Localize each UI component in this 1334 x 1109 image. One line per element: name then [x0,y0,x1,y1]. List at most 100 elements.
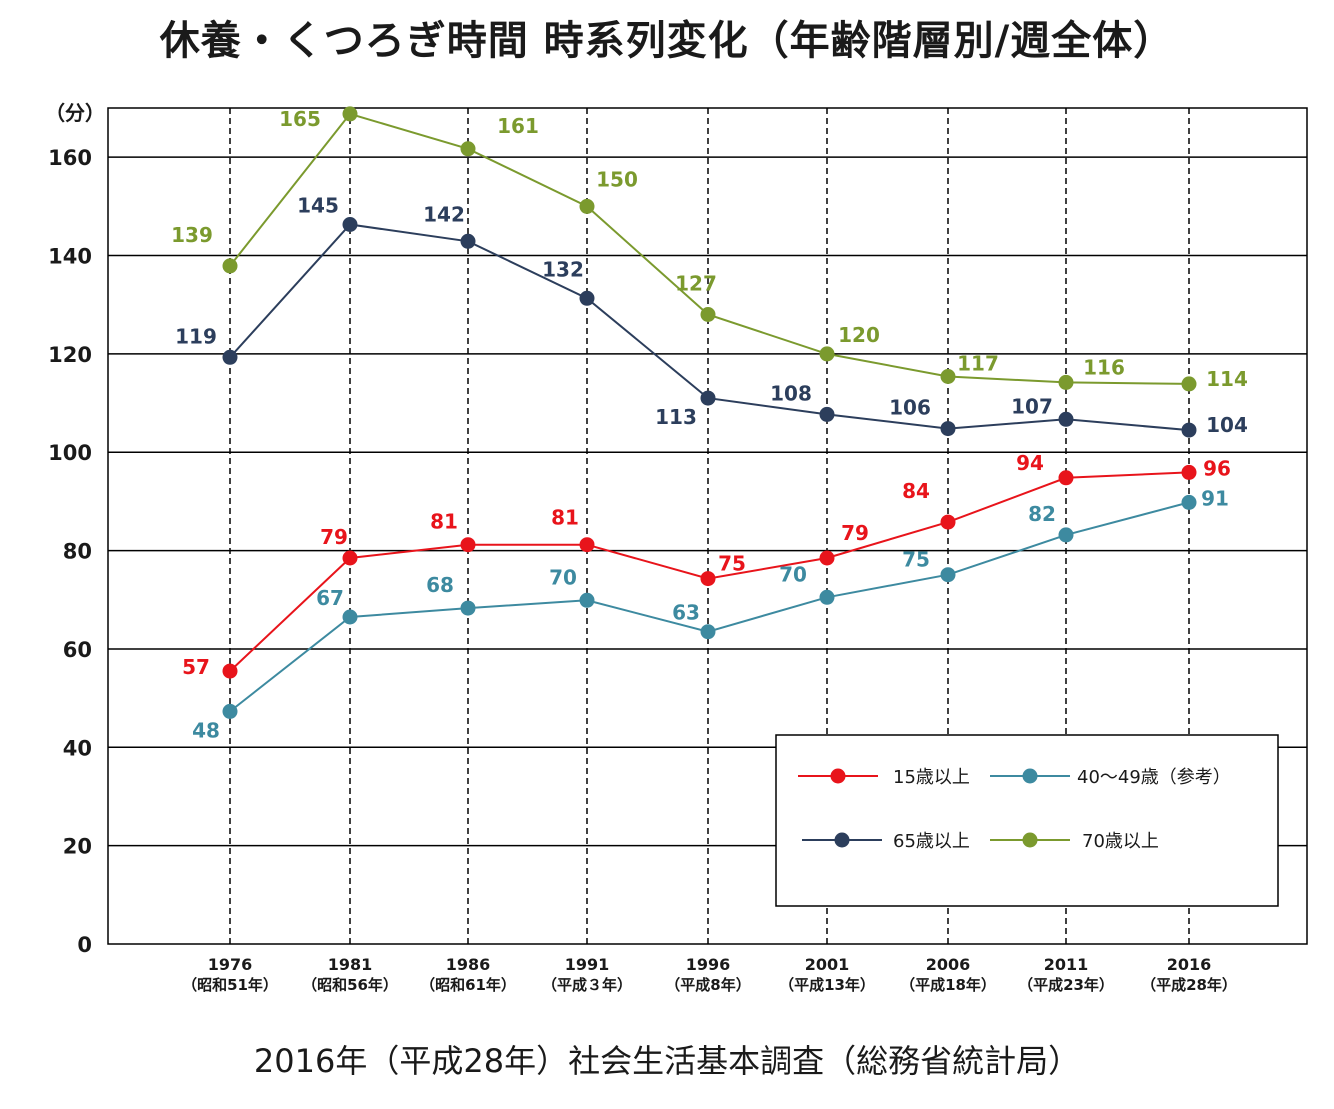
data-label: 75 [718,552,746,576]
data-point [1058,527,1074,543]
data-point [1058,411,1074,427]
data-label: 63 [672,601,700,625]
data-label: 81 [551,506,579,530]
data-point [579,537,595,553]
data-label: 113 [655,405,697,429]
data-label: 139 [171,223,213,247]
data-point [222,663,238,679]
x-tick-year-label: 1986 [446,955,491,974]
data-label: 94 [1016,451,1044,475]
series-3: 119 145 142 132 113 108 106 107 104 [175,194,1248,438]
y-tick-label: 60 [63,638,92,662]
x-tick-year-label: 2001 [805,955,850,974]
data-point [460,141,476,157]
data-point [700,307,716,322]
data-point [460,537,476,553]
x-tick-year-label: 1996 [686,955,731,974]
x-tick-era-label: （平成23年） [1018,976,1114,994]
legend-swatch-marker [1022,832,1038,848]
data-label: 67 [316,586,344,610]
x-tick-year-label: 2016 [1167,955,1212,974]
y-tick-label: 140 [48,245,92,269]
y-tick-label: 40 [63,736,92,760]
data-label: 127 [675,272,717,296]
data-point [222,258,238,274]
data-label: 106 [889,396,931,420]
data-label: 68 [426,573,454,597]
data-label: 82 [1028,502,1056,526]
x-tick-era-label: （昭和51年） [182,976,278,994]
data-point [940,421,956,437]
data-label: 57 [182,655,210,679]
x-tick-era-label: （平成３年） [542,976,632,994]
data-point [700,390,716,406]
data-point [819,406,835,422]
y-axis: 0 20 40 60 80 100 120 140 160 [48,146,92,957]
data-point [342,106,358,122]
data-label: 117 [957,352,999,376]
x-tick-era-label: （平成18年） [900,976,996,994]
data-point [819,346,835,362]
data-label: 161 [497,114,539,138]
data-point [1181,494,1197,510]
data-point [222,703,238,719]
x-tick-era-label: （平成28年） [1141,976,1237,994]
series-1: 57 79 81 81 75 79 84 94 96 [182,451,1231,679]
x-tick-era-label: （昭和61年） [420,976,516,994]
data-label: 132 [542,257,584,281]
source-caption: 2016年（平成28年）社会生活基本調査（総務省統計局） [253,1042,1081,1080]
legend-label: 15歳以上 [893,767,970,788]
chart-title: 休養・くつろぎ時間 時系列変化（年齢階層別/週全体） [159,18,1175,64]
legend-box [775,734,1279,907]
x-tick-era-label: （昭和56年） [302,976,398,994]
x-tick-year-label: 2011 [1044,955,1089,974]
y-tick-label: 160 [48,146,92,170]
data-point [342,609,358,625]
data-point [700,624,716,640]
x-tick-era-label: （平成13年） [779,976,875,994]
data-point [940,369,956,384]
data-label: 70 [549,565,577,589]
data-label: 116 [1083,355,1125,379]
data-label: 96 [1203,456,1231,480]
data-point [1058,374,1074,390]
series-2: 48 67 68 70 63 70 75 82 91 [192,486,1229,742]
data-point [940,567,956,583]
data-point [940,514,956,530]
data-label: 104 [1206,413,1248,437]
data-point [819,589,835,605]
y-axis-unit: （分） [45,101,105,125]
data-point [222,349,238,365]
y-tick-label: 100 [48,441,92,465]
data-label: 81 [430,510,458,534]
data-point [700,571,716,587]
legend-label: 40～49歳（参考） [1077,767,1231,788]
data-point [579,592,595,608]
data-label: 107 [1011,394,1053,418]
y-tick-label: 20 [63,835,92,859]
data-label: 108 [770,381,812,405]
x-tick-year-label: 2006 [926,955,971,974]
data-point [579,290,595,306]
data-label: 70 [779,562,807,586]
data-label: 91 [1201,486,1229,510]
data-label: 150 [596,167,638,191]
data-point [342,550,358,566]
data-point [579,198,595,214]
data-label: 114 [1206,367,1248,391]
data-label: 48 [192,718,220,742]
series-4: 139 165 161 150 127 120 117 116 114 [171,106,1248,392]
legend: 15歳以上 40～49歳（参考） 65歳以上 70歳以上 [775,734,1279,907]
data-label: 119 [175,324,217,348]
data-label: 79 [841,521,869,545]
data-label: 142 [423,202,465,226]
x-axis: 1976 （昭和51年） 1981 （昭和56年） 1986 （昭和61年） 1991 （平成… [182,955,1237,994]
x-tick-era-label: （平成8年） [665,976,750,994]
y-tick-label: 0 [77,933,92,957]
data-label: 79 [320,525,348,549]
data-point [1058,470,1074,486]
data-point [1181,376,1197,392]
legend-swatch-marker [830,768,846,784]
